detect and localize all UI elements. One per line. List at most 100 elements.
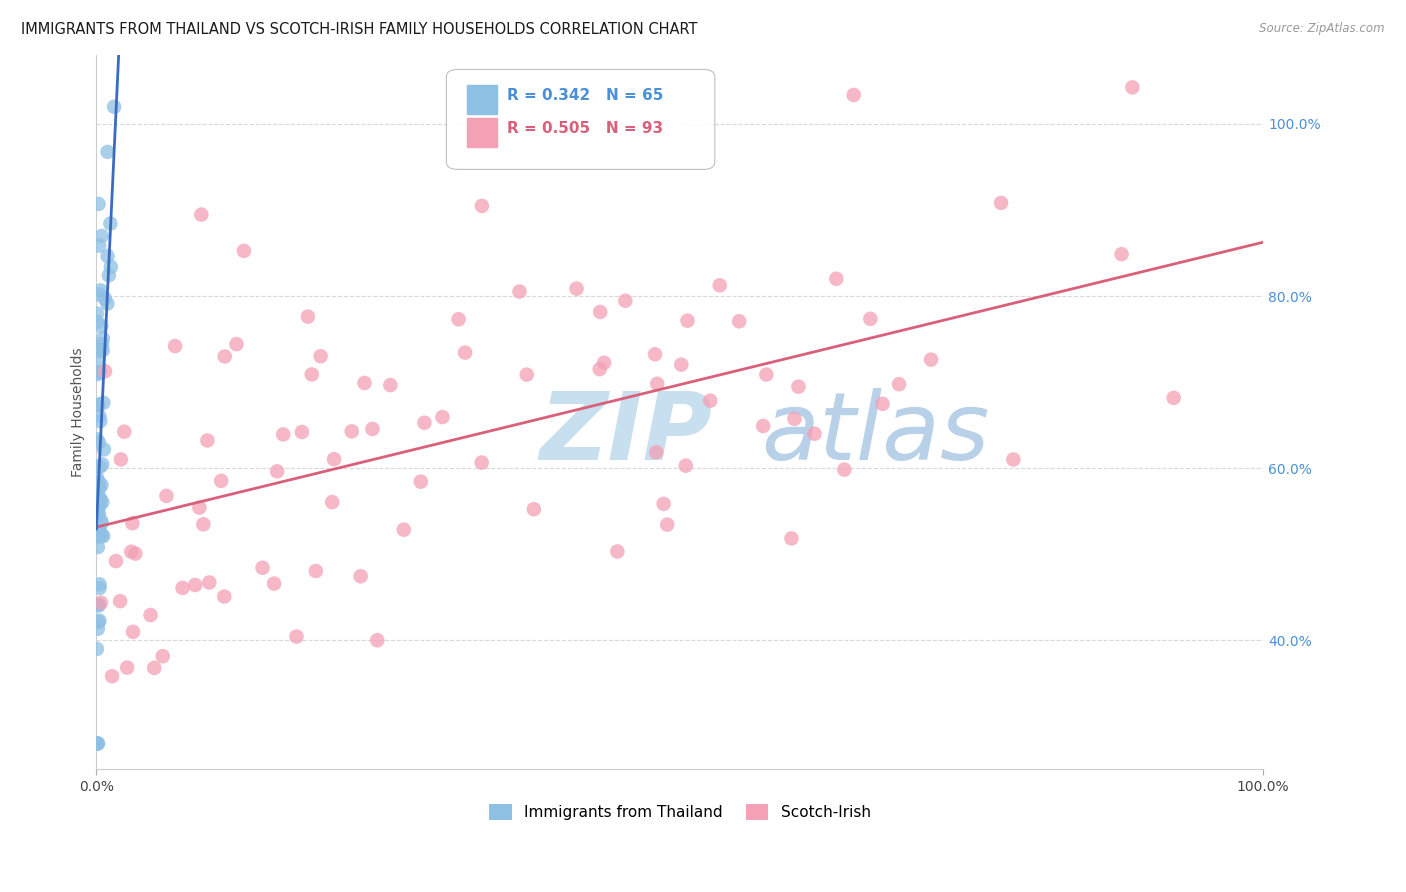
Point xyxy=(353,376,375,390)
Point xyxy=(87,507,110,521)
Point xyxy=(90,284,112,298)
Point xyxy=(87,343,110,357)
Bar xyxy=(467,85,496,113)
Point xyxy=(380,378,402,392)
Point xyxy=(652,497,675,511)
Point xyxy=(198,575,221,590)
Point xyxy=(96,145,118,159)
Point xyxy=(86,315,108,329)
Point xyxy=(101,669,124,683)
Point xyxy=(89,343,111,358)
Point xyxy=(87,398,110,412)
Point xyxy=(301,368,323,382)
Point xyxy=(285,630,308,644)
Point xyxy=(122,624,145,639)
Point xyxy=(94,292,117,306)
Point xyxy=(309,349,332,363)
Point xyxy=(671,358,693,372)
Point xyxy=(115,660,138,674)
Text: Source: ZipAtlas.com: Source: ZipAtlas.com xyxy=(1260,22,1385,36)
Point xyxy=(188,500,211,515)
Point xyxy=(139,607,162,622)
Point xyxy=(523,502,546,516)
Point xyxy=(872,397,894,411)
Point xyxy=(361,422,384,436)
Point xyxy=(86,368,108,382)
Point xyxy=(787,379,810,393)
Point xyxy=(990,195,1012,210)
Point xyxy=(89,497,111,511)
Point xyxy=(1002,452,1025,467)
Point xyxy=(89,238,111,252)
Point xyxy=(471,199,494,213)
Point xyxy=(1111,247,1133,261)
Point xyxy=(86,432,108,446)
Point xyxy=(232,244,254,258)
Point xyxy=(447,312,470,326)
Point xyxy=(589,362,612,376)
Point xyxy=(97,249,120,263)
Point xyxy=(350,569,373,583)
Point xyxy=(780,532,803,546)
Point xyxy=(87,737,110,751)
Point xyxy=(184,578,207,592)
Point xyxy=(1163,391,1185,405)
Point xyxy=(89,414,111,428)
Point xyxy=(104,554,127,568)
Point xyxy=(90,229,112,244)
Point xyxy=(90,596,112,610)
Point xyxy=(197,434,219,448)
Text: R = 0.505   N = 93: R = 0.505 N = 93 xyxy=(508,121,664,136)
Point xyxy=(89,581,111,595)
Point xyxy=(252,561,274,575)
Point xyxy=(91,337,114,351)
Point xyxy=(87,197,110,211)
Point xyxy=(87,622,110,636)
Point xyxy=(86,307,108,321)
Point xyxy=(87,615,110,630)
Point xyxy=(89,459,111,474)
Point xyxy=(90,516,112,531)
Point xyxy=(676,314,699,328)
Point xyxy=(920,352,942,367)
Point xyxy=(645,445,668,459)
Point xyxy=(614,293,637,308)
Point xyxy=(86,479,108,493)
Point xyxy=(508,285,530,299)
Point xyxy=(91,458,114,472)
Point xyxy=(1121,80,1143,95)
Point xyxy=(90,514,112,528)
Point xyxy=(413,416,436,430)
Point xyxy=(165,339,187,353)
Y-axis label: Family Households: Family Households xyxy=(72,347,86,477)
Point xyxy=(86,471,108,485)
Point xyxy=(859,311,882,326)
Point xyxy=(120,545,142,559)
Point xyxy=(86,737,108,751)
Text: ZIP: ZIP xyxy=(540,388,713,480)
Point xyxy=(214,590,236,604)
Point xyxy=(103,100,125,114)
Point xyxy=(89,409,111,423)
Point xyxy=(271,427,294,442)
Point xyxy=(887,377,910,392)
Point xyxy=(645,376,668,391)
Point xyxy=(755,368,778,382)
Point xyxy=(825,271,848,285)
Point xyxy=(86,737,108,751)
Point xyxy=(87,599,110,613)
Point xyxy=(644,347,666,361)
Point xyxy=(121,516,143,531)
Point xyxy=(96,296,118,310)
Point xyxy=(97,268,120,283)
Point xyxy=(86,399,108,413)
Point xyxy=(589,305,612,319)
Point xyxy=(209,474,232,488)
Point xyxy=(90,529,112,543)
Point xyxy=(190,208,212,222)
Point xyxy=(321,495,343,509)
Point xyxy=(752,419,775,434)
Point xyxy=(516,368,538,382)
Point xyxy=(89,524,111,538)
Point xyxy=(87,490,110,504)
